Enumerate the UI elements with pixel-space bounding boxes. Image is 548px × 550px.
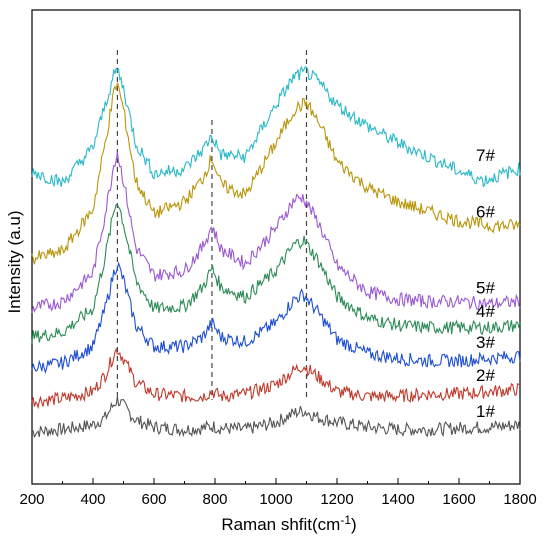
series-line-5	[31, 152, 521, 314]
series-labels: 1# 2# 3# 4# 5# 6# 7#	[476, 146, 495, 421]
series-line-6	[31, 82, 521, 265]
series-line-3	[31, 261, 521, 375]
series-label-3: 3#	[476, 333, 495, 352]
x-tick-label-600: 600	[141, 491, 166, 508]
x-tick-label-1200: 1200	[320, 491, 353, 508]
x-axis-label: Raman shfit(cm-1)	[221, 513, 356, 534]
series-label-4: 4#	[476, 302, 495, 321]
series-label-2: 2#	[476, 366, 495, 385]
series-line-4	[31, 203, 521, 344]
series-line-1	[31, 396, 521, 439]
series-label-6: 6#	[476, 203, 495, 222]
series-line-7	[31, 65, 521, 188]
series-label-5: 5#	[476, 279, 495, 298]
series-line-2	[31, 347, 521, 410]
x-axis-tick-labels: 200 400 600 800 1000 1200 1400 1600 1800	[19, 491, 536, 508]
x-axis-ticks	[31, 478, 521, 484]
x-tick-label-1800: 1800	[503, 491, 536, 508]
x-tick-label-1600: 1600	[442, 491, 475, 508]
series-label-7: 7#	[476, 146, 495, 165]
x-tick-label-200: 200	[19, 491, 44, 508]
series-group	[31, 65, 521, 439]
y-axis-label: Intensity (a.u)	[5, 211, 24, 314]
series-label-1: 1#	[476, 402, 495, 421]
x-tick-label-400: 400	[80, 491, 105, 508]
x-tick-label-800: 800	[202, 491, 227, 508]
x-tick-label-1000: 1000	[259, 491, 292, 508]
reference-lines	[116, 50, 308, 400]
x-tick-label-1400: 1400	[381, 491, 414, 508]
